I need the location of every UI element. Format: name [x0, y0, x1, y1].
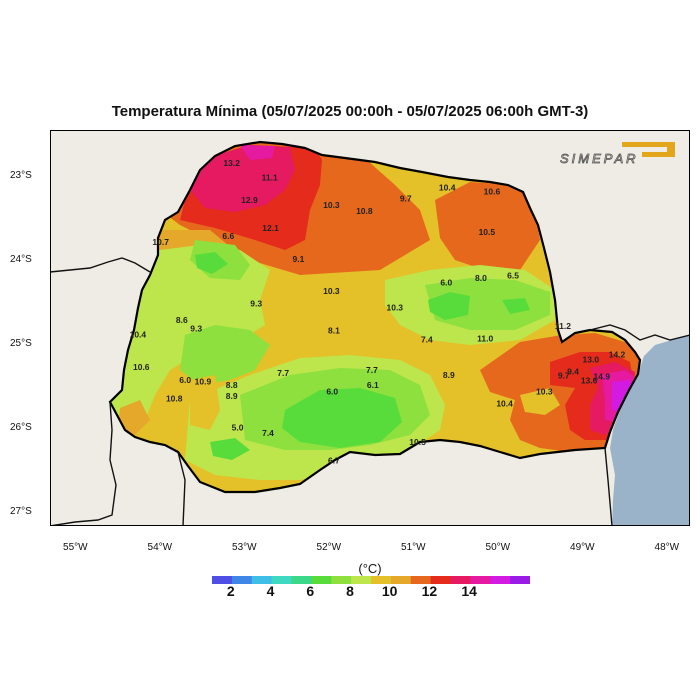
colorbar-bin — [490, 576, 511, 584]
station-value: 8.9 — [226, 391, 238, 401]
station-value: 11.0 — [477, 334, 493, 344]
longitude-label: 51°W — [401, 542, 426, 553]
simepar-logo: SIMEPAR — [560, 142, 675, 166]
station-value: 13.0 — [583, 355, 600, 365]
latitude-label: 25°S — [10, 338, 32, 350]
station-value: 10.3 — [536, 387, 553, 397]
colorbar-bin — [231, 576, 253, 584]
station-value: 10.4 — [439, 182, 456, 192]
longitude-label: 48°W — [654, 542, 680, 553]
latitude-label: 23°S — [10, 170, 32, 182]
chart-title: Temperatura Mínima (05/07/2025 00:00h - … — [111, 103, 589, 120]
colorbar-bin — [430, 576, 451, 584]
station-value: 12.9 — [241, 195, 258, 205]
station-value: 10.3 — [323, 286, 340, 296]
station-value: 10.7 — [152, 237, 169, 247]
station-value: 10.9 — [195, 377, 212, 387]
station-value: 10.6 — [133, 362, 150, 372]
station-value: 6.5 — [507, 271, 519, 281]
station-value: 10.8 — [356, 206, 373, 216]
colorbar-bin — [450, 576, 471, 584]
latitude-label: 24°S — [10, 254, 32, 266]
station-value: 7.4 — [421, 335, 433, 345]
colorbar-bin — [271, 576, 292, 584]
station-value: 6.0 — [440, 277, 452, 287]
station-value: 10.8 — [166, 393, 183, 403]
station-value: 10.3 — [323, 200, 340, 210]
colorbar-label: 6 — [306, 583, 315, 599]
colorbar-unit: (°C) — [358, 561, 382, 576]
ocean — [610, 335, 690, 526]
colorbar-bin — [510, 576, 530, 584]
station-value: 11.1 — [262, 172, 278, 182]
station-value: 6.0 — [326, 387, 338, 397]
station-value: 7.7 — [277, 368, 289, 378]
longitude-label: 55°W — [63, 542, 88, 553]
station-value: 6.6 — [222, 231, 234, 241]
longitude-label: 54°W — [147, 542, 173, 553]
station-values: 13.2 11.1 12.9 12.1 10.3 10.8 9.7 10.4 10.6 10.5 1… — [130, 158, 626, 465]
latitude-label: 27°S — [10, 506, 32, 518]
colorbar-label: 2 — [226, 583, 235, 599]
longitude-label: 50°W — [485, 542, 511, 553]
station-value: 8.9 — [443, 370, 455, 380]
temperature-field — [110, 142, 640, 492]
station-value: 8.6 — [176, 315, 188, 325]
station-value: 10.4 — [496, 398, 513, 408]
colorbar-label: 14 — [461, 583, 477, 599]
latitude-label: 26°S — [10, 422, 32, 434]
station-value: 9.1 — [293, 254, 305, 264]
station-value: 8.1 — [328, 325, 340, 335]
temperature-map[interactable]: SIMEPAR 13.211.112.912.110.310.89.710.4 1… — [50, 130, 690, 526]
station-value: 14.2 — [609, 350, 626, 360]
station-value: 13.6 — [581, 376, 598, 386]
station-value: 10.6 — [484, 187, 501, 197]
station-value: 6.7 — [328, 455, 340, 465]
colorbar-bin — [470, 576, 491, 584]
colorbar-bin — [351, 576, 372, 584]
colorbar-label: 10 — [381, 583, 398, 599]
colorbar-bin — [331, 576, 352, 584]
colorbar-label: 12 — [421, 583, 438, 599]
colorbar-bin — [311, 576, 332, 584]
colorbar-bin — [251, 576, 273, 584]
station-value: 10.4 — [130, 329, 147, 339]
colorbar-bin — [291, 576, 312, 584]
station-value: 11.2 — [555, 321, 571, 331]
longitude-label: 53°W — [232, 542, 257, 553]
state-boundary — [108, 140, 642, 494]
colorbar-bin — [212, 576, 233, 584]
map-frame — [50, 130, 690, 526]
station-value: 10.3 — [386, 303, 403, 313]
colorbar — [212, 576, 530, 584]
colorbar-label: 4 — [266, 583, 275, 599]
station-value: 10.5 — [479, 227, 496, 237]
station-value: 6.0 — [179, 375, 191, 385]
colorbar-bin — [390, 576, 412, 584]
station-value: 6.1 — [367, 380, 379, 390]
station-value: 9.7 — [558, 371, 570, 381]
station-value: 7.7 — [366, 365, 378, 375]
longitude-label: 49°W — [570, 542, 595, 553]
station-value: 12.1 — [262, 223, 279, 233]
station-value: 14.9 — [594, 371, 611, 381]
station-value: 10.5 — [409, 437, 426, 447]
station-value: 9.3 — [250, 298, 262, 308]
country-borders — [50, 257, 690, 526]
station-value: 5.0 — [232, 423, 244, 433]
station-value: 8.8 — [226, 380, 238, 390]
station-value: 9.3 — [190, 324, 202, 334]
station-value: 9.7 — [400, 193, 412, 203]
longitude-label: 52°W — [316, 542, 342, 553]
colorbar-bin — [371, 576, 392, 584]
colorbar-label: 8 — [346, 583, 354, 599]
station-value: 8.0 — [475, 273, 487, 283]
colorbar-bin — [410, 576, 432, 584]
station-value: 9.4 — [567, 366, 579, 376]
station-value: 13.2 — [223, 158, 240, 168]
logo-text: SIMEPAR — [560, 151, 639, 166]
station-value: 7.4 — [262, 428, 274, 438]
